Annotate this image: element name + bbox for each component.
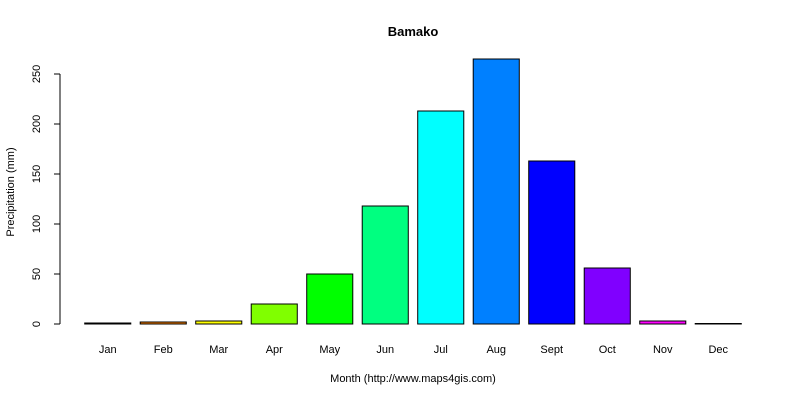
bar-jan [84,322,132,325]
bar-dec [694,323,742,325]
bar-sept [528,160,576,325]
x-tick-label: May [319,344,340,356]
y-tick-label: 0 [31,321,43,327]
bar-may [306,273,354,325]
y-axis: 0 50 100 150 200 250 [31,65,61,327]
x-tick-label: Jan [99,344,117,356]
y-tick-label: 50 [31,268,43,280]
bar-apr [250,303,298,325]
y-tick-label: 250 [31,65,43,83]
x-tick-label: Aug [486,344,506,356]
x-tick-label: Mar [209,344,228,356]
x-tick-label: Apr [266,344,283,356]
y-tick-label: 150 [31,165,43,183]
bar-nov [639,320,687,325]
y-tick-label: 100 [31,215,43,233]
x-axis-label: Month (http://www.maps4gis.com) [330,373,496,385]
bar-feb [139,321,187,325]
bar-jul [417,110,465,325]
y-tick-label: 200 [31,115,43,133]
bars-group [84,58,742,325]
x-tick-label: Feb [154,344,173,356]
bar-oct [583,267,631,325]
x-tick-label: Sept [540,344,563,356]
x-tick-label: Nov [653,344,673,356]
bar-aug [472,58,520,325]
y-axis-label: Precipitation (mm) [5,147,17,236]
x-tick-label: Dec [708,344,728,356]
bar-mar [195,320,243,325]
x-tick-label: Jul [434,344,448,356]
x-tick-labels: Jan Feb Mar Apr May Jun Jul Aug Sept Oct Nov Dec [99,344,729,356]
x-tick-label: Jun [376,344,394,356]
bar-jun [361,205,409,325]
chart-title: Bamako [388,24,439,39]
x-tick-label: Oct [599,344,616,356]
